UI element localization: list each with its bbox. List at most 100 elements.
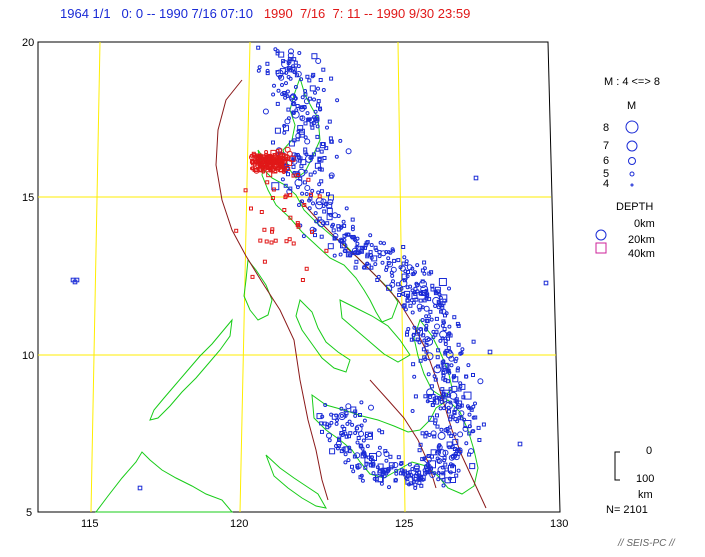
event-square-marker xyxy=(420,457,425,462)
event-circle-marker xyxy=(284,146,291,153)
event-square-marker xyxy=(392,258,397,263)
event-circle-marker xyxy=(442,458,447,463)
event-square-marker xyxy=(278,51,285,58)
event-circle-marker xyxy=(433,365,442,374)
event-square-marker xyxy=(437,301,442,306)
event-circle-marker xyxy=(458,449,463,454)
event-circle-marker xyxy=(334,421,339,426)
event-circle-marker xyxy=(305,111,310,116)
depth-label: 40km xyxy=(628,248,655,260)
scale-value-label: 100 xyxy=(636,473,654,485)
event-square-marker xyxy=(380,469,385,474)
event-square-marker xyxy=(383,449,388,454)
event-circle-marker xyxy=(410,310,415,315)
event-square-marker xyxy=(326,192,330,197)
event-circle-marker xyxy=(431,329,436,334)
event-square-marker xyxy=(302,203,307,207)
event-square-marker xyxy=(467,431,472,436)
event-square-marker xyxy=(342,223,347,228)
event-circle-marker xyxy=(438,406,443,411)
event-circle-marker xyxy=(291,64,295,69)
event-square-marker xyxy=(413,482,418,487)
event-square-marker xyxy=(435,355,440,360)
event-square-marker xyxy=(388,454,393,459)
magnitude-4-symbol xyxy=(630,183,634,187)
event-square-marker xyxy=(315,134,320,139)
event-circle-marker xyxy=(303,135,308,140)
event-square-marker xyxy=(446,346,451,351)
event-circle-marker xyxy=(398,462,403,466)
event-square-marker xyxy=(471,373,475,377)
magnitude-8-symbol xyxy=(625,120,639,134)
event-circle-marker xyxy=(354,424,363,433)
event-square-marker xyxy=(427,297,432,302)
event-circle-marker xyxy=(467,405,471,410)
event-square-marker xyxy=(428,309,433,314)
event-square-marker xyxy=(243,188,248,193)
event-circle-marker xyxy=(332,212,338,219)
event-square-marker xyxy=(371,255,378,262)
event-square-marker xyxy=(329,76,334,81)
event-circle-marker xyxy=(386,469,391,473)
event-circle-marker xyxy=(355,241,360,246)
event-square-marker xyxy=(316,413,323,420)
event-square-marker xyxy=(322,156,327,160)
software-credit: // SEIS-PC // xyxy=(618,538,675,549)
event-square-marker xyxy=(423,434,428,439)
event-square-marker xyxy=(448,414,453,419)
event-square-marker xyxy=(517,441,523,447)
event-square-marker xyxy=(358,413,362,417)
event-circle-marker xyxy=(368,404,374,411)
event-square-marker xyxy=(350,217,355,222)
event-square-marker xyxy=(278,148,283,153)
event-square-marker xyxy=(463,391,472,400)
event-square-marker xyxy=(339,431,344,435)
event-circle-marker xyxy=(405,285,410,290)
event-circle-marker xyxy=(314,219,319,224)
event-circle-marker xyxy=(353,413,358,418)
event-square-marker xyxy=(447,409,451,414)
event-square-marker xyxy=(456,342,461,347)
event-circle-marker xyxy=(289,94,298,103)
event-square-marker xyxy=(455,448,460,453)
event-circle-marker xyxy=(389,270,394,275)
event-circle-marker xyxy=(342,249,347,253)
event-circle-marker xyxy=(280,83,284,87)
event-circle-marker xyxy=(378,469,383,474)
event-square-marker xyxy=(268,159,273,164)
scale-unit-label: km xyxy=(638,489,653,501)
event-square-marker xyxy=(452,315,457,320)
event-square-marker xyxy=(435,413,439,418)
event-circle-marker xyxy=(390,247,395,252)
event-square-marker xyxy=(317,157,322,162)
event-circle-marker xyxy=(447,476,452,481)
event-square-marker xyxy=(354,259,359,264)
event-circle-marker xyxy=(384,458,389,463)
event-circle-marker xyxy=(410,409,415,413)
depth-square-symbol xyxy=(595,242,607,254)
event-square-marker xyxy=(270,227,275,232)
event-circle-marker xyxy=(414,281,419,286)
event-square-marker xyxy=(321,67,326,72)
event-circle-marker xyxy=(470,429,475,434)
event-circle-marker xyxy=(355,440,360,445)
event-square-marker xyxy=(433,377,438,382)
event-square-marker xyxy=(303,147,308,152)
event-square-marker xyxy=(283,195,288,200)
event-circle-marker xyxy=(410,288,415,293)
event-square-marker xyxy=(396,455,401,460)
event-square-marker xyxy=(282,165,287,170)
event-square-marker xyxy=(310,229,314,234)
event-square-marker xyxy=(309,85,316,92)
event-square-marker xyxy=(487,349,493,355)
magnitude-7-symbol xyxy=(626,140,638,152)
event-square-marker xyxy=(317,194,322,199)
event-circle-marker xyxy=(437,431,446,440)
event-circle-marker xyxy=(419,280,427,289)
event-circle-marker xyxy=(427,433,432,437)
event-circle-marker xyxy=(455,404,460,409)
event-square-marker xyxy=(429,384,434,389)
event-circle-marker xyxy=(290,101,295,106)
event-square-marker xyxy=(249,206,253,211)
event-circle-marker xyxy=(464,441,469,446)
